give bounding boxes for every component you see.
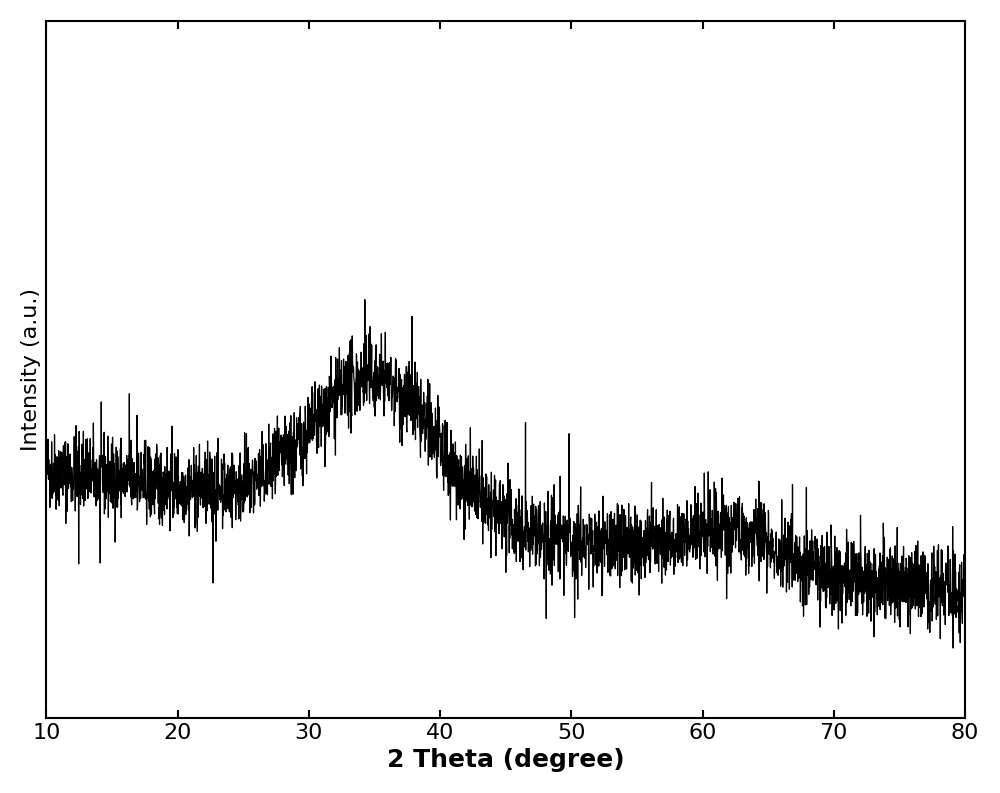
X-axis label: 2 Theta (degree): 2 Theta (degree) bbox=[387, 748, 624, 772]
Y-axis label: Intensity (a.u.): Intensity (a.u.) bbox=[21, 288, 41, 450]
